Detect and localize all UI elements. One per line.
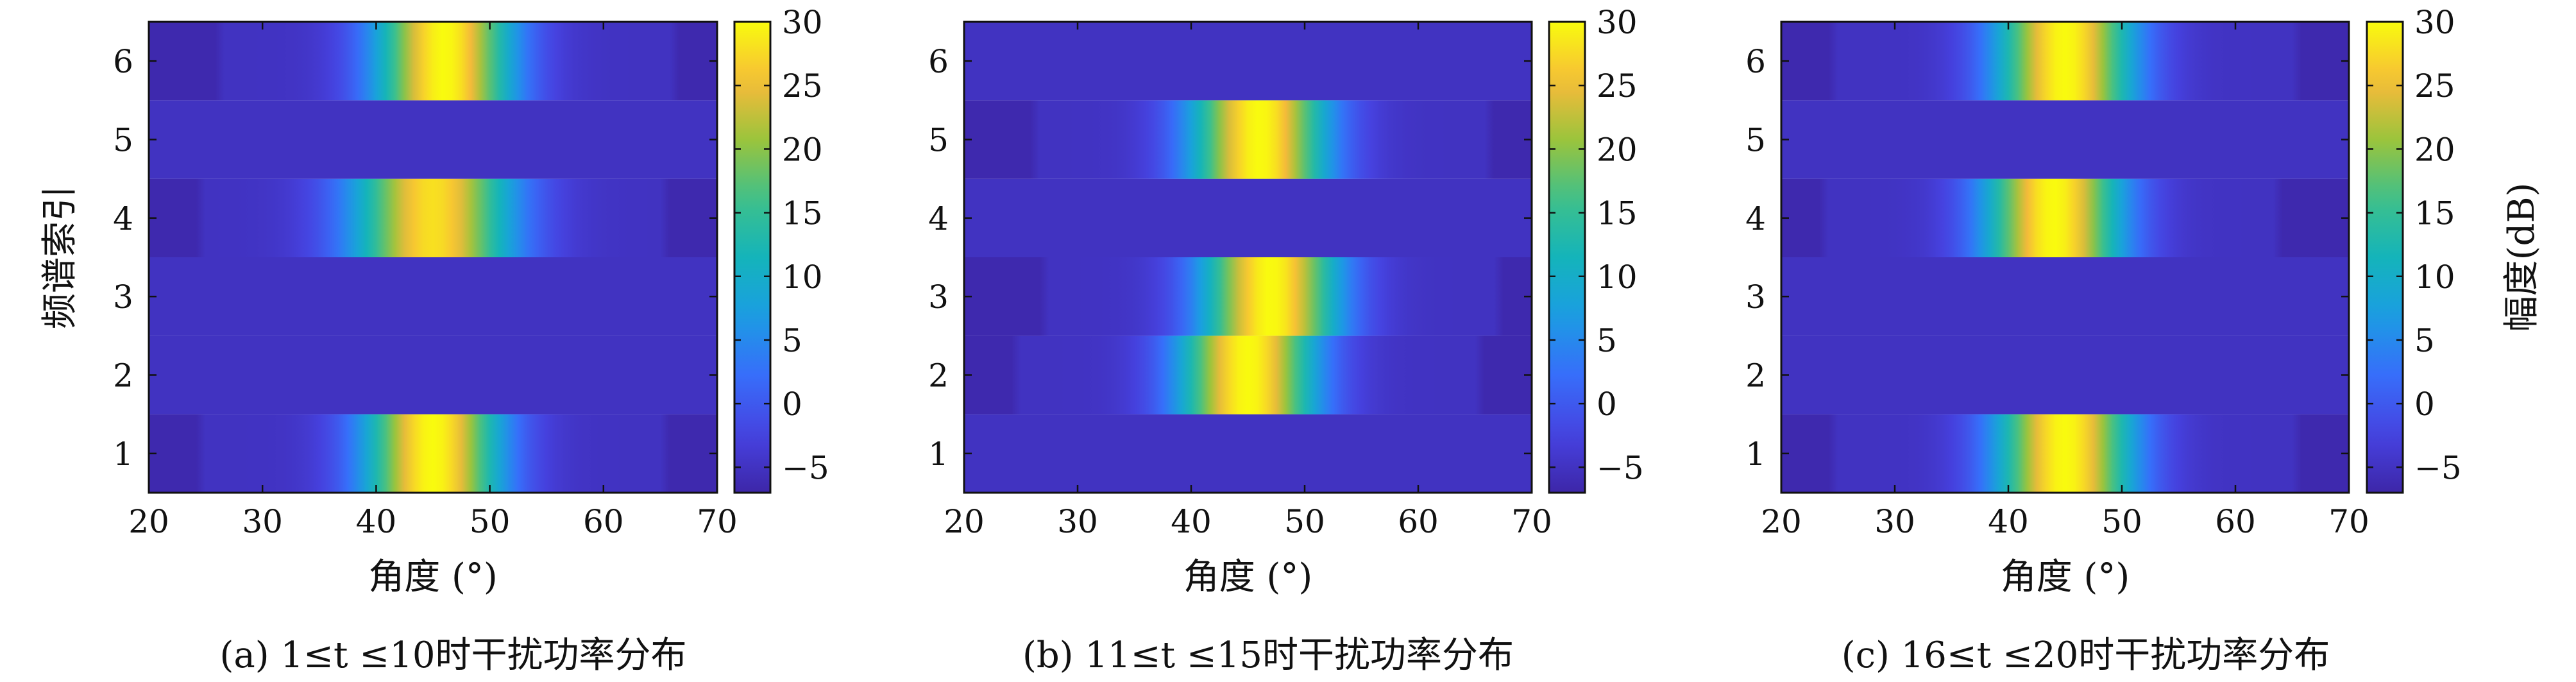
- x-tick-label: 40: [1988, 503, 2029, 540]
- colorbar-tick-label: 0: [782, 386, 802, 423]
- x-tick-label: 40: [1171, 503, 1212, 540]
- x-tick-label: 20: [128, 503, 169, 540]
- colorbar-tick-label: 0: [2414, 386, 2435, 423]
- colorbar: [734, 22, 770, 493]
- x-axis-title: 角度 (°): [1183, 556, 1313, 598]
- panel-caption: (b) 11≤t ≤15时干扰功率分布: [1022, 635, 1514, 676]
- colorbar-tick-label: −5: [1597, 449, 1644, 486]
- colorbar-tick-label: 20: [1597, 131, 1638, 168]
- plot-frame: [1780, 21, 2350, 494]
- heatmap-row-1: [149, 414, 717, 493]
- y-tick-label: 5: [928, 122, 949, 159]
- y-tick-label: 3: [928, 278, 949, 316]
- x-tick-label: 70: [1511, 503, 1552, 540]
- y-tick-label: 4: [1745, 200, 1766, 237]
- x-tick-label: 50: [470, 503, 511, 540]
- panel-caption: (a) 1≤t ≤10时干扰功率分布: [220, 635, 687, 676]
- colorbar-tick-label: 30: [2414, 4, 2455, 41]
- colorbar: [2367, 22, 2403, 493]
- x-tick-label: 40: [356, 503, 397, 540]
- x-tick-label: 70: [2328, 503, 2369, 540]
- x-tick-label: 20: [1761, 503, 1802, 540]
- heatmap-row-2: [149, 336, 717, 414]
- heatmap-row-2: [1781, 336, 2349, 414]
- x-tick-label: 30: [1057, 503, 1098, 540]
- y-tick-label: 2: [928, 357, 949, 395]
- y-tick-label: 1: [928, 436, 949, 473]
- plot-frame: [148, 21, 718, 494]
- y-tick-label: 6: [928, 43, 949, 80]
- heatmap-row-6: [1781, 22, 2349, 101]
- x-tick-label: 20: [944, 503, 985, 540]
- colorbar-tick-label: 10: [2414, 259, 2455, 296]
- y-tick-label: 6: [1745, 43, 1766, 80]
- colorbar-tick-label: 25: [782, 67, 823, 105]
- colorbar-tick-label: 0: [1597, 386, 1617, 423]
- x-tick-label: 60: [583, 503, 624, 540]
- heatmap-row-3: [149, 257, 717, 336]
- x-tick-label: 70: [697, 503, 738, 540]
- colorbar-tick-label: 20: [2414, 131, 2455, 168]
- heatmap-row-3: [1781, 257, 2349, 336]
- colorbar-tick-label: 5: [2414, 322, 2435, 359]
- heatmap-row-5: [964, 100, 1532, 179]
- x-tick-label: 60: [2215, 503, 2256, 540]
- heatmap-row-3: [964, 257, 1532, 336]
- colorbar: [1549, 22, 1585, 493]
- heatmap-row-4: [1781, 178, 2349, 257]
- y-tick-label: 2: [1745, 357, 1766, 395]
- colorbar-tick-label: 15: [1597, 195, 1638, 232]
- y-tick-label: 4: [928, 200, 949, 237]
- colorbar-tick-label: 25: [1597, 67, 1638, 105]
- colorbar-tick-label: 10: [782, 259, 823, 296]
- heatmap-row-2: [964, 336, 1532, 414]
- heatmap-row-4: [149, 178, 717, 257]
- y-tick-label: 1: [113, 436, 133, 473]
- colorbar-tick-label: 30: [782, 4, 823, 41]
- heatmap-row-1: [964, 414, 1532, 493]
- plot-frame: [963, 21, 1533, 494]
- y-tick-label: 5: [113, 122, 133, 159]
- panel-caption: (c) 16≤t ≤20时干扰功率分布: [1842, 635, 2330, 676]
- y-tick-label: 3: [1745, 278, 1766, 316]
- heatmap-row-4: [964, 178, 1532, 257]
- colorbar-title: 幅度(dB): [2501, 183, 2543, 332]
- x-tick-label: 60: [1398, 503, 1439, 540]
- colorbar-frame: [733, 21, 772, 494]
- heatmap-row-6: [149, 22, 717, 101]
- colorbar-tick-label: 15: [2414, 195, 2455, 232]
- x-tick-label: 30: [242, 503, 283, 540]
- y-axis-title: 频谱索引: [39, 185, 81, 329]
- y-tick-label: 3: [113, 278, 133, 316]
- y-tick-label: 1: [1745, 436, 1766, 473]
- x-axis-title: 角度 (°): [2001, 556, 2130, 598]
- colorbar-frame: [1548, 21, 1586, 494]
- heatmap-row-1: [1781, 414, 2349, 493]
- colorbar-tick-label: 10: [1597, 259, 1638, 296]
- x-tick-label: 30: [1874, 503, 1915, 540]
- y-tick-label: 6: [113, 43, 133, 80]
- colorbar-tick-label: 15: [782, 195, 823, 232]
- x-axis-title: 角度 (°): [368, 556, 498, 598]
- y-tick-label: 5: [1745, 122, 1766, 159]
- heatmap-row-6: [964, 22, 1532, 101]
- colorbar-tick-label: 5: [782, 322, 802, 359]
- colorbar-tick-label: 25: [2414, 67, 2455, 105]
- colorbar-tick-label: 5: [1597, 322, 1617, 359]
- colorbar-tick-label: 20: [782, 131, 823, 168]
- x-tick-label: 50: [1284, 503, 1325, 540]
- y-tick-label: 4: [113, 200, 133, 237]
- colorbar-tick-label: −5: [2414, 449, 2462, 486]
- colorbar-frame: [2366, 21, 2404, 494]
- heatmap-row-5: [1781, 100, 2349, 179]
- x-tick-label: 50: [2101, 503, 2142, 540]
- colorbar-tick-label: −5: [782, 449, 829, 486]
- heatmap-row-5: [149, 100, 717, 179]
- y-tick-label: 2: [113, 357, 133, 395]
- colorbar-tick-label: 30: [1597, 4, 1638, 41]
